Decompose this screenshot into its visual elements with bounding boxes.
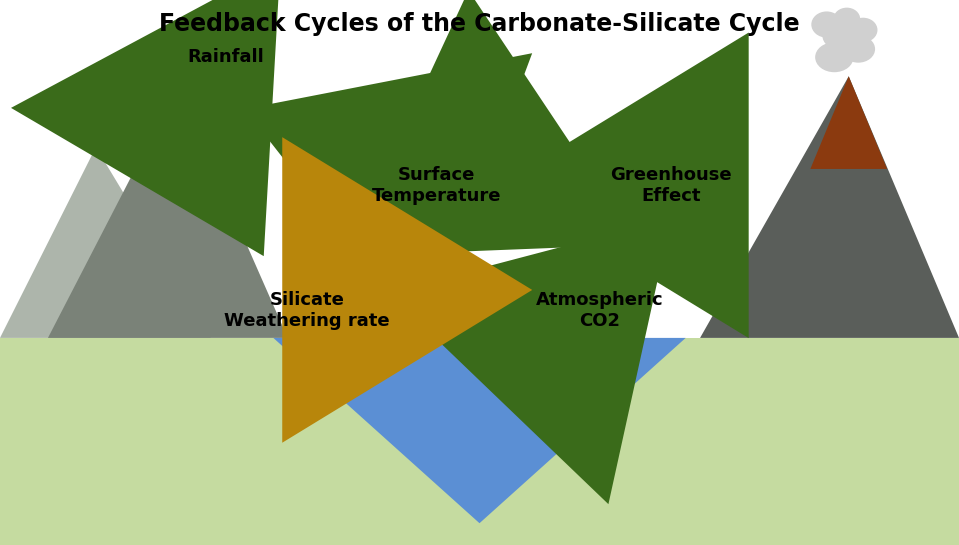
Ellipse shape: [811, 11, 842, 38]
Polygon shape: [48, 87, 288, 338]
Text: Greenhouse
Effect: Greenhouse Effect: [611, 166, 732, 205]
Text: Atmospheric
CO2: Atmospheric CO2: [535, 291, 664, 330]
Ellipse shape: [179, 121, 195, 136]
Text: Surface
Temperature: Surface Temperature: [371, 166, 502, 205]
Ellipse shape: [167, 85, 182, 100]
Polygon shape: [273, 338, 686, 523]
Ellipse shape: [163, 126, 178, 142]
Ellipse shape: [196, 48, 242, 70]
Ellipse shape: [815, 42, 854, 72]
Ellipse shape: [823, 21, 856, 50]
Text: Feedback Cycles of the Carbonate-Silicate Cycle: Feedback Cycles of the Carbonate-Silicat…: [159, 12, 800, 36]
Ellipse shape: [196, 116, 211, 131]
Ellipse shape: [849, 17, 877, 43]
Ellipse shape: [151, 90, 166, 106]
Ellipse shape: [203, 58, 256, 84]
Ellipse shape: [165, 106, 180, 121]
Ellipse shape: [171, 53, 232, 83]
Bar: [0, 338, 959, 545]
Ellipse shape: [833, 8, 860, 31]
Polygon shape: [0, 147, 211, 338]
Ellipse shape: [134, 96, 150, 111]
Ellipse shape: [225, 62, 264, 82]
Polygon shape: [810, 76, 887, 169]
Polygon shape: [700, 76, 959, 338]
Ellipse shape: [181, 100, 197, 116]
Ellipse shape: [842, 35, 876, 63]
Ellipse shape: [149, 111, 164, 126]
Ellipse shape: [152, 60, 204, 87]
Text: Rainfall: Rainfall: [187, 48, 264, 66]
Ellipse shape: [168, 49, 216, 71]
Text: Silicate
Weathering rate: Silicate Weathering rate: [224, 291, 389, 330]
